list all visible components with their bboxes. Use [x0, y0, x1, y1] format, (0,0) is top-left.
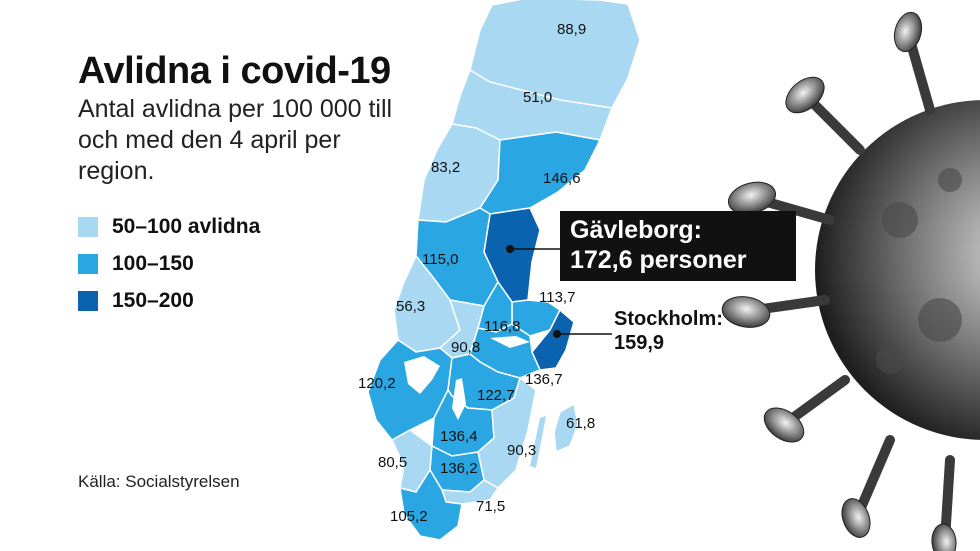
region-vasternorrland[interactable]	[478, 131, 602, 215]
region-stockholm[interactable]	[531, 308, 575, 371]
stockholm-callout-name: Stockholm:	[614, 308, 723, 330]
source-credit: Källa: Socialstyrelsen	[78, 472, 240, 491]
value-kronoberg: 136,2	[440, 460, 478, 477]
gavleborg-marker	[506, 245, 514, 253]
stockholm-callout-value: 159,9	[614, 332, 665, 354]
gavleborg-callout	[560, 211, 796, 281]
legend-swatch-medium	[78, 253, 98, 274]
legend-label: 100–150	[112, 251, 194, 275]
value-kalmar: 90,3	[507, 442, 536, 459]
value-vastmanland: 116,8	[484, 318, 520, 335]
legend-item: 100–150	[78, 245, 260, 282]
legend-label: 50–100 avlidna	[112, 214, 261, 238]
value-jamtland: 83,2	[431, 159, 460, 176]
legend-swatch-dark	[78, 290, 98, 311]
map-title: Avlidna i covid-19	[78, 50, 391, 92]
value-varmland: 56,3	[396, 298, 425, 315]
legend-item: 50–100 avlidna	[78, 208, 260, 245]
gavleborg-callout-name: Gävleborg:	[570, 216, 702, 244]
legend: 50–100 avlidna 100–150 150–200	[78, 208, 260, 319]
value-halland: 80,5	[378, 454, 407, 471]
value-sodermanland: 136,7	[525, 371, 563, 388]
value-orebro: 90,8	[451, 339, 480, 356]
value-vastra-gotaland: 120,2	[358, 375, 396, 392]
island-oland	[530, 416, 546, 468]
region-skane[interactable]	[399, 468, 463, 541]
lake-vattern	[452, 378, 466, 420]
gavleborg-callout-value: 172,6 personer	[570, 246, 747, 274]
value-skane: 105,2	[390, 508, 428, 525]
lake-malaren	[490, 336, 530, 348]
coronavirus-illustration	[721, 11, 980, 551]
region-norrbotten[interactable]	[469, 0, 641, 109]
region-gotland[interactable]	[553, 402, 579, 454]
value-vasterbotten: 51,0	[523, 89, 552, 106]
legend-item: 150–200	[78, 282, 260, 319]
map-subtitle: Antal avlidna per 100 000 till och med d…	[78, 95, 393, 185]
stockholm-marker	[553, 330, 561, 338]
value-gotland: 61,8	[566, 415, 595, 432]
value-norrbotten: 88,9	[557, 21, 586, 38]
value-vasternorrland: 146,6	[543, 170, 581, 187]
legend-swatch-light	[78, 216, 98, 237]
value-jonkoping: 136,4	[440, 428, 478, 445]
region-kalmar[interactable]	[477, 376, 537, 489]
lake-vanern	[404, 356, 440, 394]
value-uppsala: 113,7	[539, 289, 575, 306]
value-dalarna: 115,0	[422, 251, 458, 268]
value-blekinge: 71,5	[476, 498, 505, 515]
value-ostergotland: 122,7	[477, 387, 515, 404]
legend-label: 150–200	[112, 288, 194, 312]
